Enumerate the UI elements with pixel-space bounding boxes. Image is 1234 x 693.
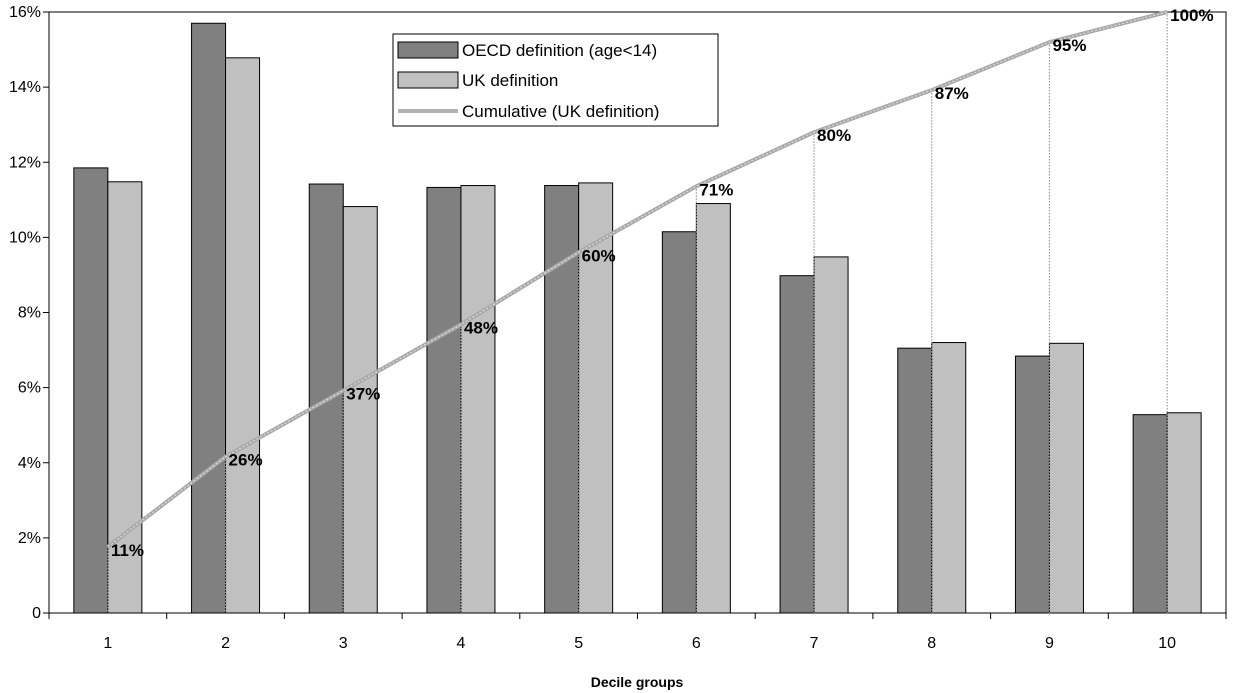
bar-oecd — [779, 275, 815, 614]
cumulative-data-label: 71% — [699, 180, 733, 199]
bar-oecd — [1014, 355, 1050, 614]
y-tick-label: 16% — [9, 4, 41, 21]
x-tick-label: 7 — [810, 635, 819, 652]
x-tick-label: 4 — [456, 635, 465, 652]
legend-label-uk: UK definition — [462, 71, 558, 90]
bar-uk — [460, 185, 496, 614]
cumulative-data-label: 95% — [1052, 36, 1086, 55]
y-tick-label: 12% — [9, 154, 41, 171]
bar-oecd — [1132, 414, 1168, 614]
cumulative-data-label: 26% — [229, 451, 263, 470]
x-tick-label: 6 — [692, 635, 701, 652]
bar-uk — [1166, 412, 1202, 614]
cumulative-line-pattern — [107, 11, 1168, 548]
x-tick-label: 8 — [927, 635, 936, 652]
legend-swatch-oecd — [397, 41, 459, 59]
y-tick-label: 8% — [18, 305, 41, 322]
bar-uk — [342, 206, 378, 614]
x-tick-label: 10 — [1158, 635, 1176, 652]
legend-swatch-uk — [397, 71, 459, 89]
cumulative-data-label: 80% — [817, 126, 851, 145]
bar-oecd — [73, 167, 109, 614]
bar-oecd — [191, 22, 227, 614]
bar-uk — [1048, 342, 1084, 614]
legend-label-cumulative: Cumulative (UK definition) — [462, 102, 659, 121]
bar-uk — [931, 342, 967, 614]
y-tick-label: 2% — [18, 530, 41, 547]
bar-oecd — [897, 347, 933, 614]
bar-uk — [695, 203, 731, 614]
cumulative-data-label: 11% — [111, 541, 144, 560]
x-tick-label: 9 — [1045, 635, 1054, 652]
x-tick-label: 1 — [103, 635, 112, 652]
data-labels: 11% 26% 37% 48% 60% 71% 80% 87% 95% 100% — [111, 6, 1214, 560]
bar-oecd — [426, 186, 462, 614]
y-tick-label: 0 — [32, 605, 41, 622]
cumulative-line-group — [106, 10, 1168, 549]
y-tick-label: 14% — [9, 79, 41, 96]
bar-oecd — [661, 231, 697, 614]
cumulative-data-label: 87% — [935, 84, 969, 103]
y-tick-label: 4% — [18, 455, 41, 472]
legend: OECD definition (age<14) UK definition C… — [392, 33, 719, 127]
y-tick-label: 6% — [18, 380, 41, 397]
cumulative-data-label: 37% — [346, 385, 380, 404]
bar-uk — [225, 57, 261, 614]
cumulative-data-label: 100% — [1170, 6, 1213, 25]
x-axis: 1 2 3 4 5 6 7 8 9 10 — [48, 613, 1227, 652]
x-axis-title: Decile groups — [591, 674, 684, 690]
bar-uk — [813, 256, 849, 614]
y-tick-label: 10% — [9, 229, 41, 246]
x-tick-label: 5 — [574, 635, 583, 652]
x-tick-label: 3 — [339, 635, 348, 652]
legend-label-oecd: OECD definition (age<14) — [462, 41, 657, 60]
bar-oecd — [544, 185, 580, 614]
bars — [73, 22, 1202, 614]
x-tick-label: 2 — [221, 635, 230, 652]
cumulative-data-label: 48% — [464, 319, 498, 338]
bar-uk — [578, 182, 614, 614]
cumulative-data-label: 60% — [582, 246, 616, 265]
drop-lines — [107, 12, 1168, 613]
y-axis: 0 2% 4% 6% 8% 10% 12% 14% 16% — [9, 4, 49, 622]
plot-area: 11% 26% 37% 48% 60% 71% 80% 87% 95% 100% — [48, 6, 1227, 614]
